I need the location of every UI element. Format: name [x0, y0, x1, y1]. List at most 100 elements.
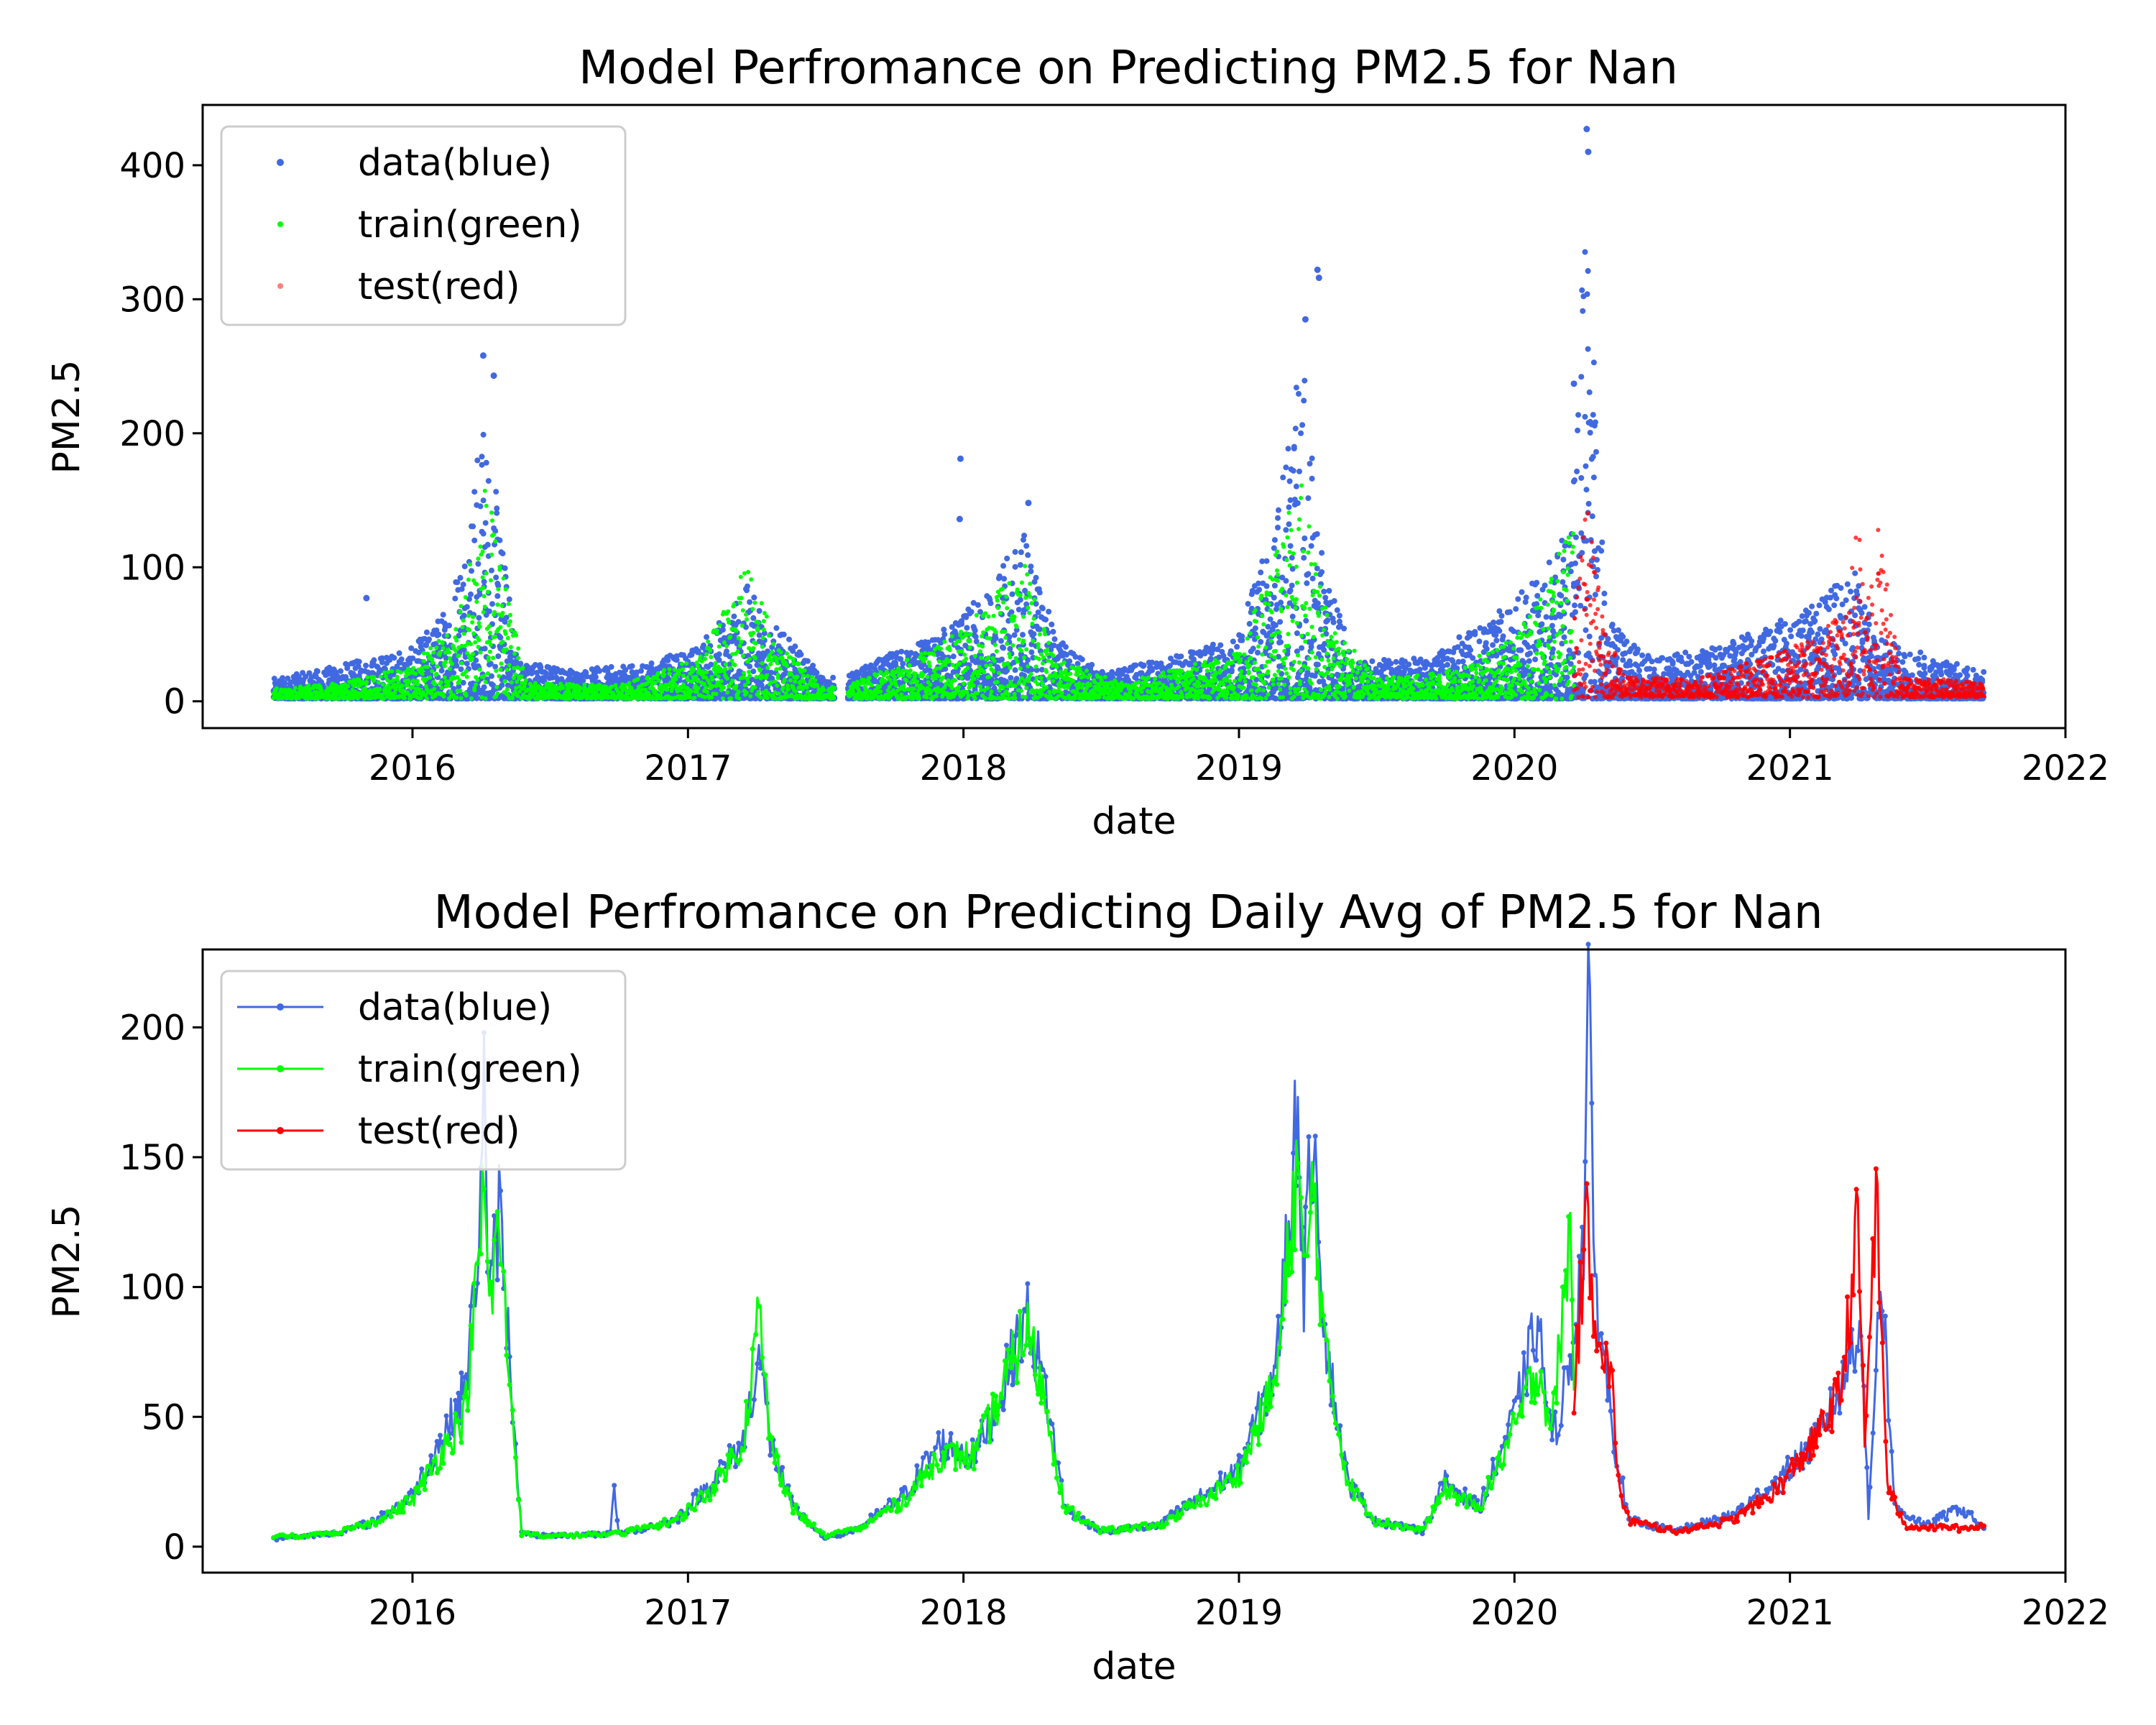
data-point: [533, 662, 538, 668]
data-point: [1296, 468, 1302, 474]
data-point: [900, 661, 906, 667]
data-point: [477, 503, 484, 510]
data-point: [1289, 554, 1295, 561]
data-point: [453, 657, 459, 663]
data-point: [1331, 598, 1337, 604]
data-point: [1000, 563, 1007, 569]
data-point: [1515, 596, 1521, 602]
data-point: [356, 658, 362, 665]
data-point: [1133, 662, 1139, 668]
data-point: [461, 647, 467, 653]
data-point: [382, 666, 388, 672]
data-point: [497, 537, 503, 543]
data-point: [1388, 661, 1394, 667]
data-point: [1285, 446, 1291, 452]
data-point: [756, 608, 763, 614]
data-point: [271, 676, 277, 682]
data-point: [1020, 632, 1026, 638]
data-point: [476, 615, 482, 621]
top-chart-title: Model Perfromance on Predicting PM2.5 fo…: [579, 42, 1678, 95]
data-point: [456, 632, 462, 639]
data-point: [735, 619, 742, 625]
data-point: [483, 459, 489, 466]
data-point: [507, 649, 514, 656]
data-point: [676, 677, 683, 684]
data-point: [1275, 525, 1281, 530]
data-point: [482, 520, 489, 526]
data-point: [964, 625, 970, 631]
data-point: [443, 655, 449, 661]
data-point: [798, 651, 804, 658]
data-point: [745, 583, 750, 589]
data-point: [1017, 562, 1023, 568]
data-point: [471, 489, 478, 495]
data-point: [1051, 636, 1058, 643]
data-point: [1296, 390, 1302, 397]
data-point: [371, 657, 377, 663]
data-point: [494, 505, 500, 512]
data-point: [460, 679, 466, 686]
data-point: [1039, 605, 1046, 612]
data-point: [1319, 569, 1325, 575]
data-point: [1476, 638, 1483, 645]
data-point: [1263, 583, 1270, 589]
data-point: [497, 635, 504, 641]
data-point: [1483, 645, 1490, 652]
data-point: [792, 643, 798, 650]
data-point: [1009, 591, 1015, 597]
data-point: [507, 671, 513, 678]
data-point: [893, 660, 898, 666]
data-point: [1028, 564, 1034, 570]
data-point: [761, 630, 768, 637]
data-point: [1028, 666, 1035, 673]
data-point: [1275, 515, 1281, 521]
data-point: [436, 631, 442, 638]
data-point: [505, 682, 511, 689]
data-point: [1178, 653, 1184, 660]
data-point: [1314, 600, 1321, 607]
data-point: [1490, 642, 1496, 648]
data-point: [1325, 617, 1331, 623]
data-point: [410, 655, 416, 661]
data-point: [1263, 558, 1270, 564]
data-point: [474, 457, 481, 464]
data-point: [1506, 609, 1513, 615]
data-point: [481, 684, 487, 691]
data-point: [830, 674, 837, 681]
data-point: [1278, 599, 1284, 606]
data-point: [1036, 626, 1043, 632]
data-point: [1246, 620, 1253, 627]
data-point: [968, 609, 975, 615]
data-point: [453, 663, 460, 669]
data-point: [1289, 582, 1295, 589]
data-point: [701, 642, 706, 648]
data-point: [665, 657, 671, 663]
data-point: [517, 661, 524, 667]
data-point: [1050, 628, 1056, 635]
data-point: [464, 604, 470, 610]
data-point: [648, 660, 655, 666]
data-point: [768, 669, 775, 676]
data-point: [644, 664, 650, 670]
data-point: [1017, 597, 1023, 603]
data-point: [1250, 645, 1256, 652]
data-point: [492, 663, 499, 670]
data-point: [486, 608, 492, 615]
data-point: [471, 537, 478, 543]
data-point: [1304, 580, 1310, 586]
data-point: [303, 673, 309, 680]
data-point: [731, 613, 737, 620]
data-point: [326, 664, 333, 671]
data-point: [1018, 549, 1024, 556]
data-point: [464, 661, 470, 667]
data-point: [1283, 578, 1289, 584]
data-point: [1256, 586, 1263, 593]
data-point: [1230, 638, 1236, 645]
data-point: [287, 679, 294, 686]
data-point: [529, 668, 535, 675]
data-point: [1239, 633, 1245, 640]
data-point: [673, 657, 680, 663]
data-point: [1278, 639, 1284, 645]
data-point: [1036, 589, 1043, 596]
data-point: [1021, 533, 1028, 539]
